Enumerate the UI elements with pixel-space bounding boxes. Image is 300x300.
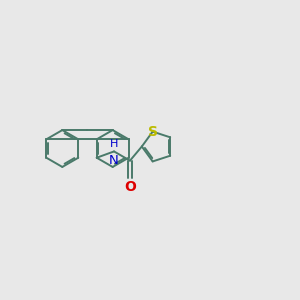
- Text: S: S: [148, 124, 158, 139]
- Text: H: H: [110, 139, 118, 149]
- Text: O: O: [124, 180, 136, 194]
- Text: N: N: [109, 154, 119, 167]
